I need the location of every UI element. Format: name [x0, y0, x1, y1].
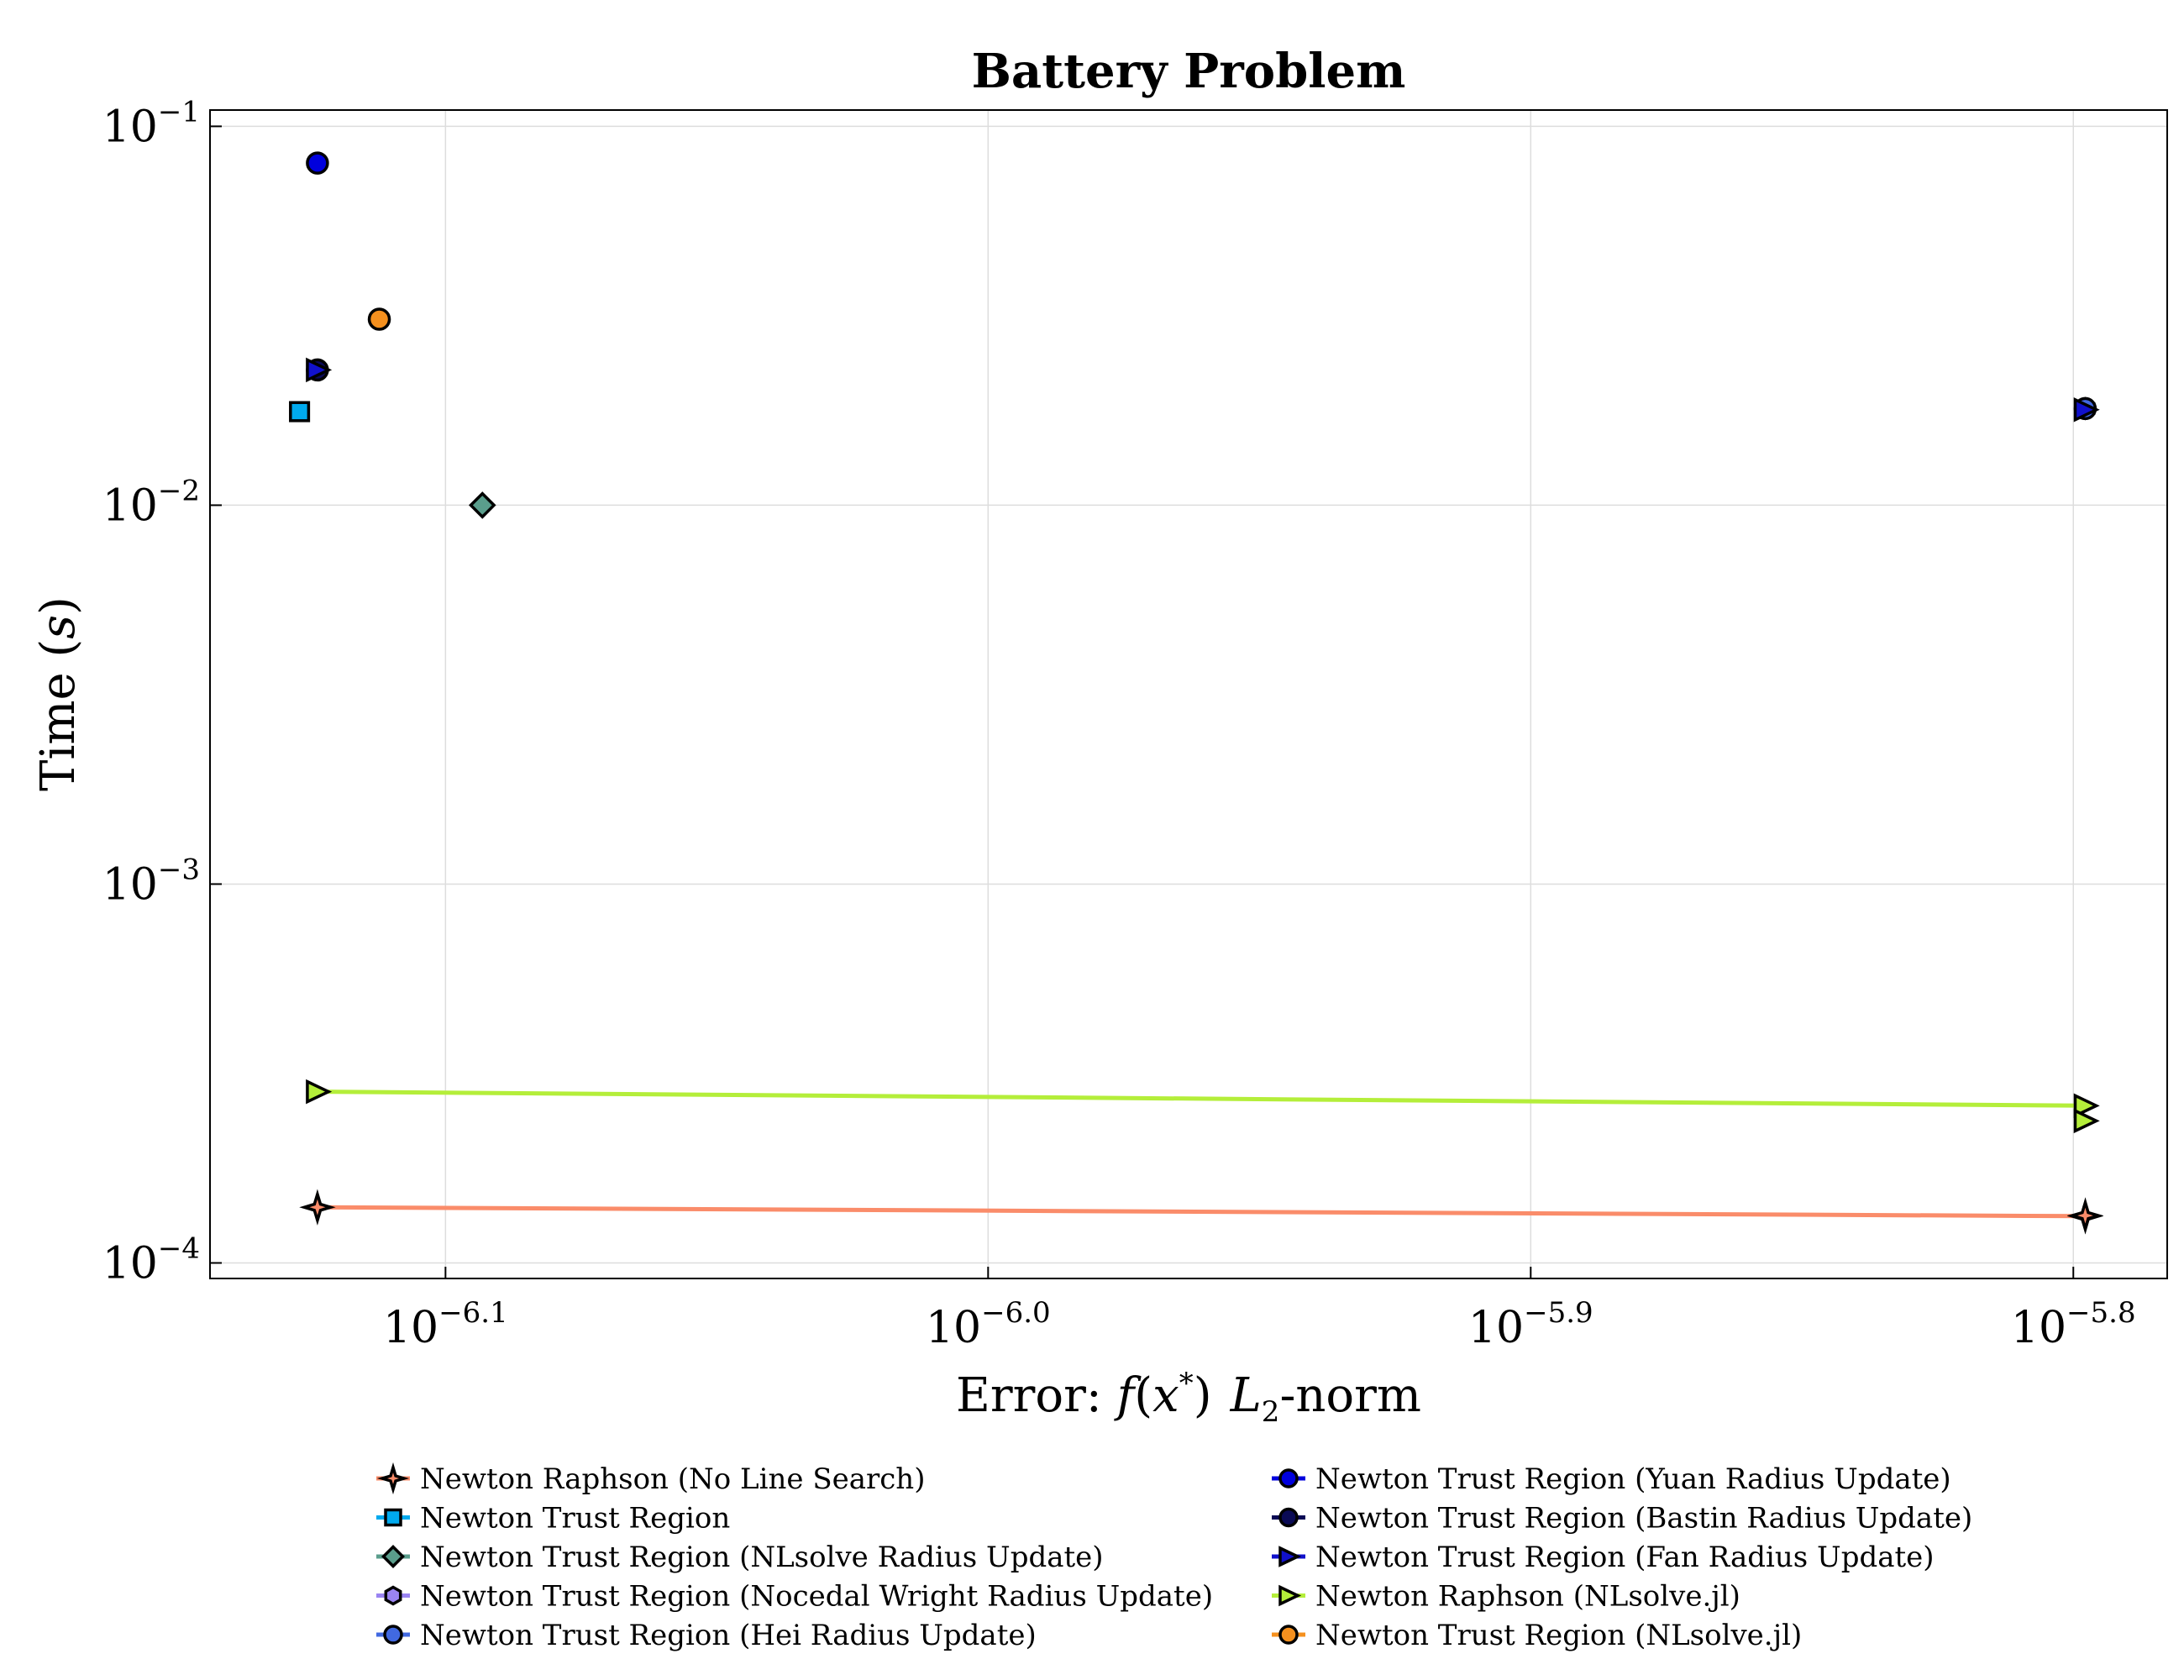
data-point — [2073, 1093, 2100, 1119]
grid — [210, 110, 2167, 1278]
legend-marker — [1278, 1507, 1299, 1528]
data-point — [2073, 1108, 2100, 1134]
legend-marker — [1278, 1584, 1302, 1607]
legend-label: Newton Trust Region (Hei Radius Update) — [420, 1619, 1037, 1652]
legend-item: Newton Trust Region (Fan Radius Update) — [1272, 1541, 1935, 1574]
legend-item: Newton Raphson (NLsolve.jl) — [1272, 1580, 1740, 1614]
legend-label: Newton Trust Region (Fan Radius Update) — [1315, 1541, 1935, 1574]
data-point — [289, 401, 311, 423]
y-tick-label: 10−4 — [102, 1232, 200, 1289]
ticks: 10−6.1 10−6.0 10−5.9 10−5.8 10−1 10−2 10−3 10−4 — [102, 95, 2136, 1353]
legend-label: Newton Trust Region (Bastin Radius Updat… — [1315, 1502, 1972, 1536]
legend-marker — [1278, 1546, 1302, 1567]
legend-marker — [384, 1585, 402, 1606]
data-point — [367, 307, 391, 331]
legend-item: Newton Raphson (No Line Search) — [376, 1462, 925, 1496]
data-point — [2073, 396, 2100, 423]
legend-marker — [383, 1625, 403, 1645]
legend-marker — [1278, 1625, 1299, 1645]
series-10 — [367, 307, 391, 331]
x-tick-label: 10−5.8 — [2011, 1296, 2136, 1353]
legend-item: Newton Trust Region (Nocedal Wright Radi… — [376, 1580, 1213, 1614]
legend-item: Newton Trust Region (Bastin Radius Updat… — [1272, 1502, 1972, 1536]
y-axis-label: Time (s) — [31, 596, 86, 791]
y-tick-label: 10−2 — [102, 474, 200, 531]
plot-frame — [209, 109, 2168, 1279]
legend-label: Newton Raphson (No Line Search) — [420, 1462, 925, 1496]
legend-marker — [381, 1545, 405, 1568]
data-point — [2066, 1197, 2104, 1234]
data-point — [306, 357, 333, 383]
legend: Newton Raphson (No Line Search) Newton Tr… — [376, 1462, 1972, 1652]
legend-item: Newton Trust Region (NLsolve Radius Upda… — [376, 1541, 1104, 1574]
y-tick-label: 10−1 — [102, 95, 200, 152]
legend-item: Newton Trust Region — [376, 1502, 730, 1536]
data-point — [306, 1079, 333, 1105]
x-tick-label: 10−6.0 — [926, 1296, 1051, 1353]
plot-area: 10−6.1 10−6.0 10−5.9 10−5.8 10−1 10−2 10−3 10−4 — [102, 95, 2168, 1353]
legend-marker — [1278, 1468, 1299, 1488]
series-layer — [289, 151, 2104, 1235]
data-point — [299, 1189, 336, 1226]
legend-label: Newton Trust Region (NLsolve.jl) — [1315, 1619, 1802, 1652]
legend-item: Newton Trust Region (Hei Radius Update) — [376, 1619, 1037, 1652]
legend-label: Newton Trust Region (Yuan Radius Update) — [1315, 1462, 1951, 1496]
legend-item: Newton Trust Region (Yuan Radius Update) — [1272, 1462, 1951, 1496]
series-8 — [306, 357, 333, 383]
data-point — [469, 491, 496, 519]
data-point — [306, 151, 329, 175]
legend-label: Newton Trust Region (NLsolve Radius Upda… — [420, 1541, 1104, 1574]
x-tick-label: 10−5.9 — [1468, 1296, 1593, 1353]
y-tick-label: 10−3 — [102, 853, 200, 910]
series-1 — [299, 1189, 2104, 1235]
legend-item: Newton Trust Region (NLsolve.jl) — [1272, 1619, 1802, 1652]
legend-label: Newton Trust Region (Nocedal Wright Radi… — [420, 1580, 1213, 1614]
legend-marker — [376, 1462, 410, 1495]
series-2 — [289, 401, 311, 423]
x-axis-label: Error: f(x*) L2-norm — [956, 1367, 1421, 1429]
chart-title: Battery Problem — [972, 44, 1406, 99]
legend-label: Newton Raphson (NLsolve.jl) — [1315, 1580, 1740, 1614]
series-6 — [306, 151, 329, 175]
series-line — [317, 1205, 2086, 1219]
series-3 — [469, 491, 496, 519]
series-line — [317, 1089, 2086, 1108]
legend-marker — [384, 1508, 402, 1527]
legend-label: Newton Trust Region — [420, 1502, 730, 1536]
x-tick-label: 10−6.1 — [383, 1296, 508, 1353]
series-9 — [306, 1079, 2100, 1119]
